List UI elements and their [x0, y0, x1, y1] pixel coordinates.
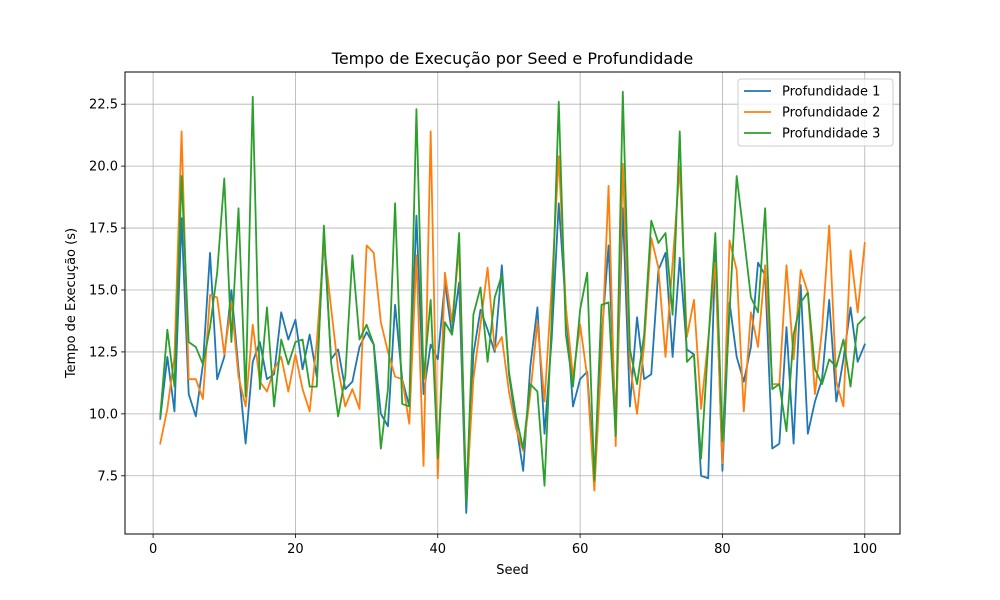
y-tick-label: 15.0 — [89, 283, 118, 298]
x-tick-label: 0 — [149, 542, 157, 557]
series-line-profundidade-3 — [159, 90, 867, 504]
x-tick-label: 60 — [572, 542, 589, 557]
legend-entry: Profundidade 3 — [782, 127, 880, 142]
y-tick-label: 22.5 — [89, 98, 118, 113]
y-tick-label: 7.5 — [97, 469, 118, 484]
x-tick-label: 100 — [852, 542, 877, 557]
legend-entry: Profundidade 2 — [782, 106, 880, 121]
chart-title: Tempo de Execução por Seed e Profundidad… — [331, 49, 693, 68]
x-tick-label: 80 — [714, 542, 731, 557]
y-axis-label: Tempo de Execução (s) — [64, 228, 79, 379]
y-tick-label: 17.5 — [89, 222, 118, 237]
series-line-profundidade-2 — [159, 130, 866, 502]
x-tick-label: 40 — [430, 542, 447, 557]
legend-entry: Profundidade 1 — [782, 85, 880, 100]
plot-frame — [124, 71, 901, 535]
y-axis-ticks: 7.5 10.0 12.5 15.0 17.5 20.0 22.5 — [89, 98, 125, 484]
x-axis-label: Seed — [496, 563, 529, 578]
x-axis-ticks: 0 20 40 60 80 100 — [149, 534, 877, 557]
series-layer — [159, 90, 867, 514]
legend: Profundidade 1 Profundidade 2 Profundidade… — [737, 78, 894, 147]
x-tick-label: 20 — [287, 542, 304, 557]
y-tick-label: 12.5 — [89, 345, 118, 360]
legend-box — [737, 78, 894, 147]
y-tick-label: 20.0 — [89, 160, 118, 175]
y-tick-label: 10.0 — [89, 407, 118, 422]
